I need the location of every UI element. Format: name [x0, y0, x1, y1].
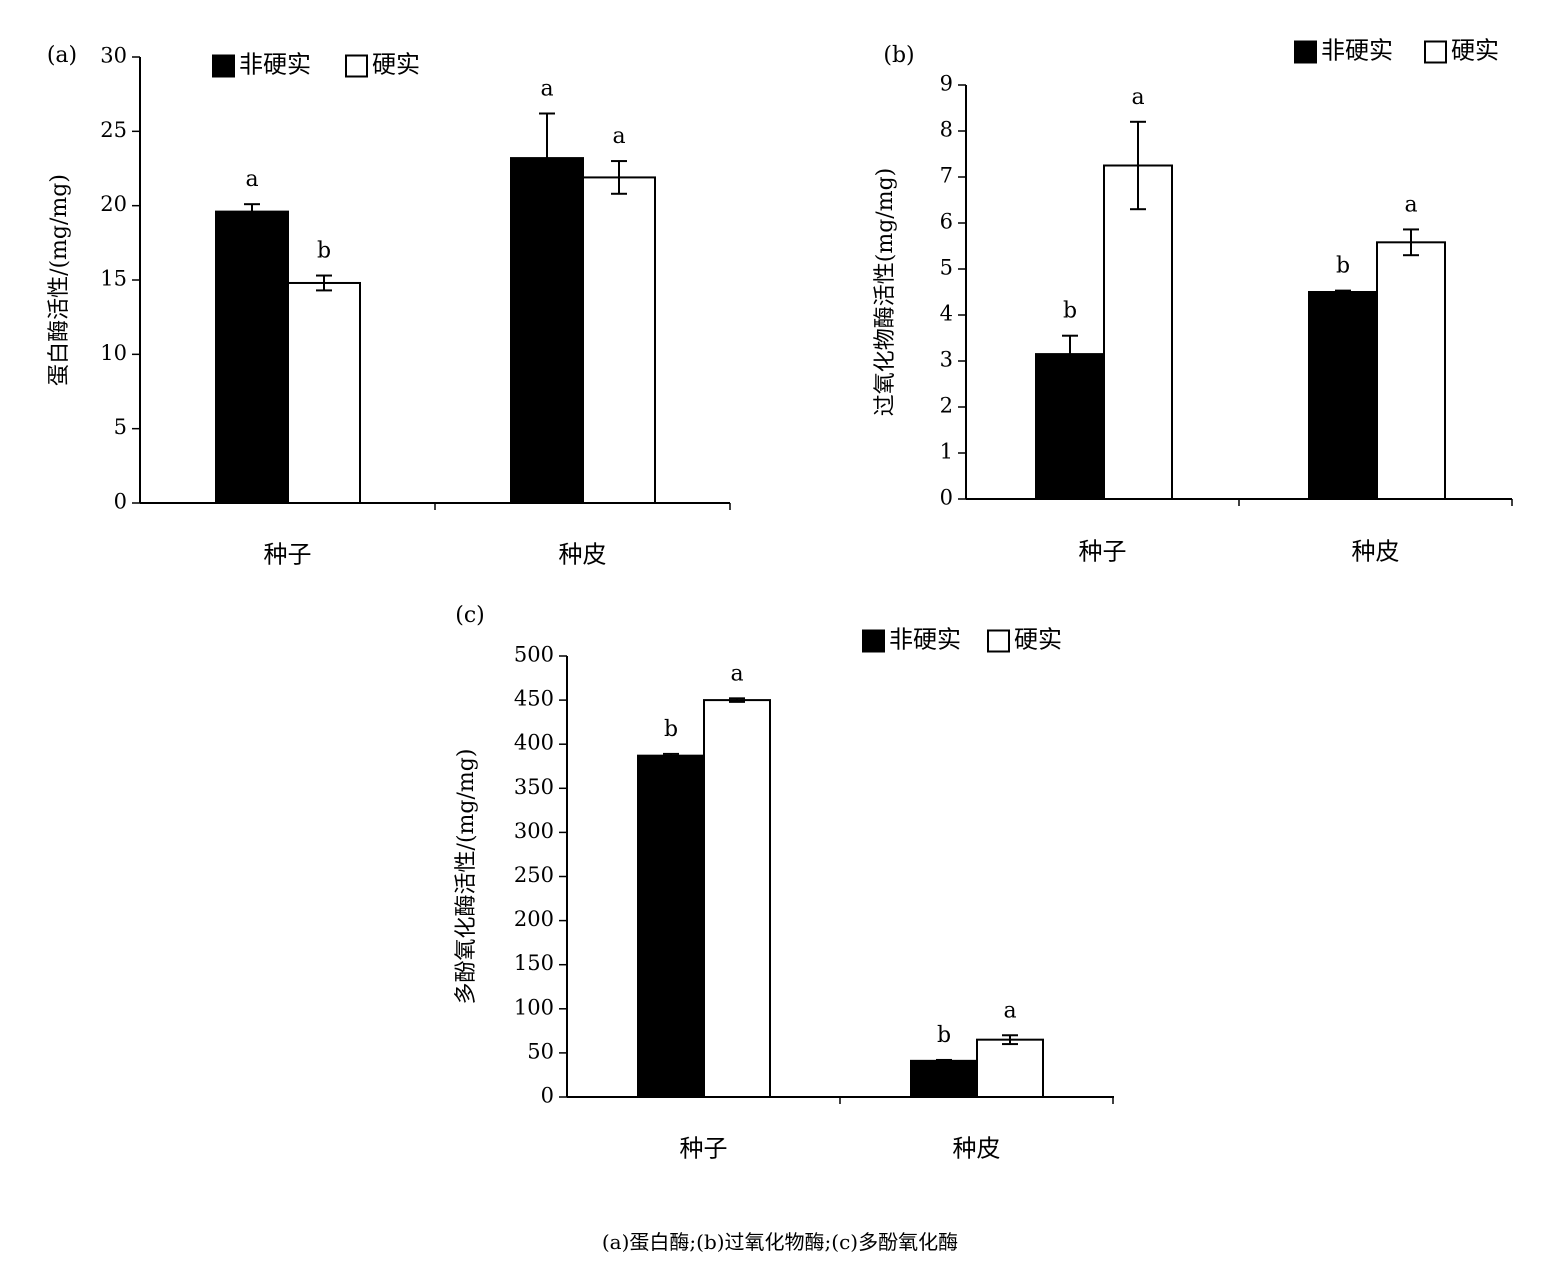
- chart2-bar-1-2: [1308, 291, 1378, 500]
- chart2-category-label-2: 种皮: [1352, 538, 1400, 566]
- chart2-sig-letter-2-2: a: [1404, 192, 1417, 217]
- chart3-category-label-2: 种皮: [953, 1135, 1001, 1163]
- chart1-bar-2-1: [287, 281, 361, 504]
- chart1-bar-1-1: [215, 210, 289, 504]
- chart2-y-tick-label-8: 8: [940, 118, 953, 142]
- chart3-y-tick-label-1: 50: [527, 1039, 554, 1063]
- chart2-y-tick-label-4: 4: [940, 302, 953, 326]
- chart2-y-tick-label-2: 2: [940, 394, 953, 418]
- chart1-bar-1-2: [510, 157, 584, 505]
- chart1-sig-letter-1-1: a: [245, 167, 258, 192]
- chart3-y-tick-label-6: 300: [514, 819, 554, 843]
- chart3-bar-2-1: [703, 699, 771, 1098]
- chart2-category-label-1: 种子: [1079, 538, 1127, 566]
- chart3-sig-letter-2-2: a: [1003, 998, 1016, 1023]
- chart1-sig-letter-2-1: b: [317, 239, 331, 264]
- chart3-bar-1-2: [910, 1059, 978, 1099]
- chart3-sig-letter-1-2: b: [937, 1023, 951, 1048]
- chart2-y-tick-label-0: 0: [940, 486, 953, 510]
- chart2-legend-swatch-1: [1294, 40, 1317, 64]
- chart1-legend-label-2: 硬实: [372, 51, 420, 79]
- chart1-legend-swatch-1: [212, 54, 235, 78]
- chart3-legend-swatch-2: [987, 629, 1010, 653]
- chart1-y-tick-label-2: 10: [100, 341, 127, 365]
- chart3-bar-1-1: [637, 754, 705, 1099]
- chart2-sig-letter-2-1: a: [1131, 85, 1144, 110]
- chart3-y-tick-label-0: 0: [541, 1084, 554, 1108]
- chart1-y-tick-label-5: 25: [100, 118, 127, 142]
- chart1-y-tick-label-0: 0: [114, 490, 127, 514]
- chart3-panel-label: (c): [455, 603, 485, 628]
- chart1-y-tick-label-6: 30: [100, 44, 127, 68]
- figure-caption: (a)蛋白酶;(b)过氧化物酶;(c)多酚氧化酶: [601, 1230, 959, 1254]
- chart3-sig-letter-2-1: a: [730, 661, 743, 686]
- chart2-sig-letter-1-1: b: [1063, 299, 1077, 324]
- chart1-y-tick-label-1: 5: [114, 415, 127, 439]
- chart3-y-tick-label-10: 500: [514, 643, 554, 667]
- chart2-bar-2-2: [1376, 241, 1446, 500]
- chart3-y-tick-label-3: 150: [514, 951, 554, 975]
- chart1-bar-2-2: [582, 176, 656, 504]
- chart2-y-tick-label-1: 1: [940, 440, 953, 464]
- chart2-legend-swatch-2: [1424, 40, 1447, 64]
- chart3-y-tick-label-8: 400: [514, 731, 554, 755]
- chart3-legend-swatch-1: [862, 629, 885, 653]
- chart1-y-tick-label-4: 20: [100, 192, 127, 216]
- chart2-y-tick-label-9: 9: [940, 72, 953, 96]
- chart3-y-tick-label-2: 100: [514, 995, 554, 1019]
- chart3-y-tick-label-5: 250: [514, 863, 554, 887]
- chart2-y-tick-label-5: 5: [940, 256, 953, 280]
- chart3-sig-letter-1-1: b: [664, 717, 678, 742]
- chart1-y-tick-label-3: 15: [100, 267, 127, 291]
- chart2-bar-1-1: [1035, 353, 1105, 500]
- chart3-legend-label-2: 硬实: [1014, 626, 1062, 654]
- chart3-y-tick-label-7: 350: [514, 775, 554, 799]
- chart1-category-label-1: 种子: [264, 541, 312, 569]
- chart1-y-axis-label: 蛋白酶活性/(mg/mg): [47, 174, 72, 386]
- chart2-bar-2-1: [1103, 164, 1173, 500]
- chart3-y-tick-label-9: 450: [514, 687, 554, 711]
- chart2-legend-label-2: 硬实: [1451, 37, 1499, 65]
- chart1-category-label-2: 种皮: [559, 541, 607, 569]
- chart3-bar-2-2: [976, 1038, 1044, 1099]
- chart2-sig-letter-1-2: b: [1336, 254, 1350, 279]
- chart1-legend-label-1: 非硬实: [239, 51, 311, 79]
- chart1-panel-label: (a): [47, 43, 77, 68]
- chart2-y-axis-label: 过氧化物酶活性(mg/mg): [873, 168, 898, 416]
- chart2-panel-label: (b): [883, 43, 914, 68]
- chart3-legend-label-1: 非硬实: [889, 626, 961, 654]
- chart3-y-tick-label-4: 200: [514, 907, 554, 931]
- chart3-category-label-1: 种子: [680, 1135, 728, 1163]
- chart1-legend-swatch-2: [345, 54, 368, 78]
- chart2-legend-label-1: 非硬实: [1321, 37, 1393, 65]
- chart3-y-axis-label: 多酚氧化酶活性/(mg/mg): [454, 749, 479, 1005]
- chart2-y-tick-label-3: 3: [940, 348, 953, 372]
- chart1-sig-letter-1-2: a: [540, 76, 553, 101]
- chart2-y-tick-label-7: 7: [940, 164, 953, 188]
- chart1-sig-letter-2-2: a: [612, 124, 625, 149]
- chart2-y-tick-label-6: 6: [940, 210, 953, 234]
